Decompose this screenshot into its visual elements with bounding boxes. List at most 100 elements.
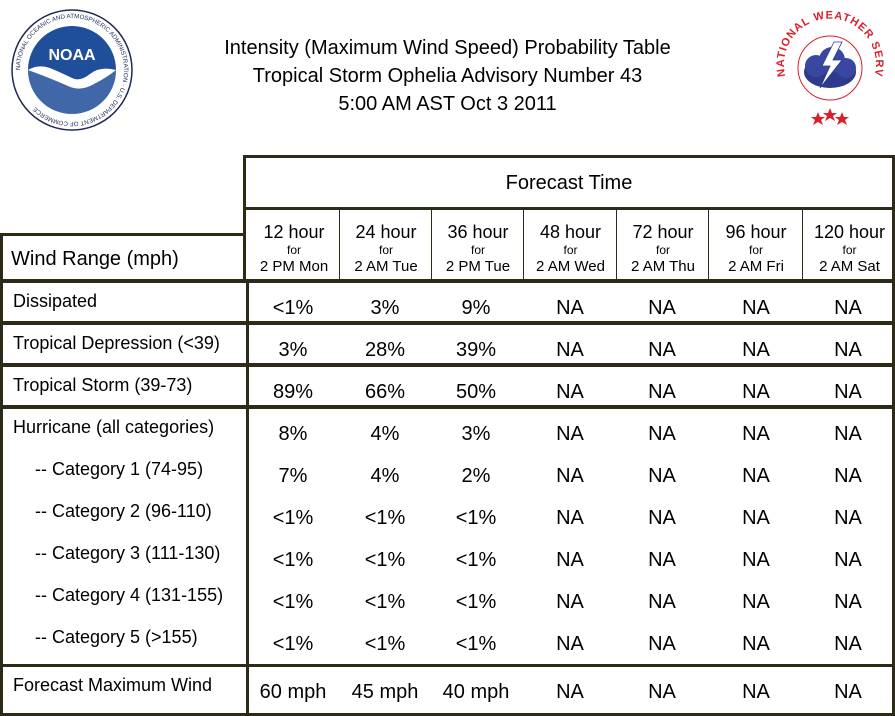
row-group-tropical-depression: Tropical Depression (<39) 3% 28% 39% NA NA NA N… bbox=[0, 322, 895, 366]
column-header-hours: 48 hour bbox=[539, 222, 602, 242]
table-cell: NA bbox=[556, 339, 584, 361]
table-cell: NA bbox=[834, 381, 862, 403]
table-cell: NA bbox=[648, 339, 676, 361]
row-label: -- Category 2 (96-110) bbox=[35, 501, 212, 521]
label-divider bbox=[246, 367, 249, 405]
table-row: Tropical Storm (39-73) 89% 66% 50% NA NA NA NA bbox=[3, 367, 892, 409]
column-header-for: for bbox=[842, 243, 857, 257]
table-cell: NA bbox=[742, 339, 770, 361]
column-header-hours: 72 hour bbox=[632, 222, 694, 242]
table-cell: NA bbox=[556, 381, 584, 403]
column-header-when: 2 AM Fri bbox=[728, 258, 784, 275]
table-cell: <1% bbox=[272, 591, 314, 613]
table-cell: NA bbox=[556, 591, 584, 613]
table-cell: 50% bbox=[455, 381, 497, 403]
table-cell: NA bbox=[742, 633, 770, 655]
column-header-for: for bbox=[655, 243, 670, 257]
row-label: Tropical Storm (39-73) bbox=[13, 375, 193, 395]
row-label: Dissipated bbox=[13, 291, 98, 311]
table-cell: NA bbox=[648, 681, 676, 703]
table-cell: NA bbox=[648, 549, 676, 571]
table-cell: NA bbox=[834, 681, 862, 703]
label-divider bbox=[246, 667, 249, 713]
table-cell: NA bbox=[742, 423, 770, 445]
table-cell: 3% bbox=[278, 339, 308, 361]
table-cell: <1% bbox=[272, 549, 314, 571]
table-row: Dissipated <1% 3% 9% NA NA NA NA bbox=[3, 283, 892, 325]
title-line-3: 5:00 AM AST Oct 3 2011 bbox=[338, 93, 557, 115]
column-header-row: 12 hour for 2 PM Mon 24 hour for 2 AM Tue 36 h… bbox=[243, 207, 895, 282]
table-cell: <1% bbox=[272, 297, 314, 319]
column-header-when: 2 AM Wed bbox=[536, 258, 605, 275]
table-cell: NA bbox=[648, 633, 676, 655]
table-cell: NA bbox=[556, 507, 584, 529]
table-cell: NA bbox=[834, 507, 862, 529]
table-row: -- Category 1 (74-95) 7% 4% 2% NA NA NA NA bbox=[3, 451, 892, 493]
row-label: -- Category 4 (131-155) bbox=[35, 585, 224, 605]
column-header-hours: 12 hour bbox=[263, 222, 325, 242]
noaa-logo: NOAA NATIONAL OCEANIC AND ATMOSPHERIC AD… bbox=[10, 8, 134, 132]
table-cell: NA bbox=[834, 633, 862, 655]
table-cell: 3% bbox=[370, 297, 400, 319]
column-header-when: 2 AM Tue bbox=[354, 258, 418, 275]
table-cell: <1% bbox=[364, 507, 406, 529]
table-row: -- Category 3 (111-130) <1% <1% <1% NA NA NA NA bbox=[3, 535, 892, 577]
table-cell: NA bbox=[648, 465, 676, 487]
row-label: Hurricane (all categories) bbox=[13, 417, 215, 437]
table-cell: NA bbox=[834, 423, 862, 445]
row-label: -- Category 1 (74-95) bbox=[35, 459, 204, 479]
row-group-hurricane: Hurricane (all categories) 8% 4% 3% NA NA NA NA… bbox=[0, 406, 895, 668]
table-cell: <1% bbox=[364, 591, 406, 613]
column-header-hours: 36 hour bbox=[447, 222, 509, 242]
label-divider bbox=[246, 325, 249, 363]
column-header: 96 hour for 2 AM Fri bbox=[708, 210, 803, 279]
page-title: Intensity (Maximum Wind Speed) Probabili… bbox=[190, 34, 705, 118]
table-cell: 60 mph bbox=[259, 681, 327, 703]
table-cell: 4% bbox=[370, 465, 400, 487]
label-divider bbox=[246, 409, 249, 665]
table-cell: <1% bbox=[455, 633, 497, 655]
table-cell: NA bbox=[742, 549, 770, 571]
column-header-for: for bbox=[563, 243, 578, 257]
table-row: -- Category 4 (131-155) <1% <1% <1% NA NA NA NA bbox=[3, 577, 892, 619]
column-header-hours: 96 hour bbox=[725, 222, 787, 242]
column-header-for: for bbox=[748, 243, 763, 257]
table-cell: NA bbox=[648, 591, 676, 613]
table-cell: NA bbox=[742, 591, 770, 613]
table-cell: <1% bbox=[272, 507, 314, 529]
column-header: 36 hour for 2 PM Tue bbox=[431, 210, 524, 279]
table-cell: 2% bbox=[461, 465, 491, 487]
table-cell: NA bbox=[742, 465, 770, 487]
table-row: Tropical Depression (<39) 3% 28% 39% NA NA NA N… bbox=[3, 325, 892, 367]
table-cell: 7% bbox=[278, 465, 308, 487]
table-cell: NA bbox=[648, 507, 676, 529]
table-cell: NA bbox=[556, 297, 584, 319]
table-cell: NA bbox=[742, 507, 770, 529]
table-cell: <1% bbox=[455, 549, 497, 571]
forecast-time-header: Forecast Time bbox=[243, 155, 895, 210]
column-header: 72 hour for 2 AM Thu bbox=[616, 210, 709, 279]
table-cell: 8% bbox=[278, 423, 308, 445]
table-cell: NA bbox=[742, 681, 770, 703]
table-cell: NA bbox=[648, 423, 676, 445]
table-cell: <1% bbox=[364, 549, 406, 571]
row-label: Tropical Depression (<39) bbox=[13, 333, 220, 353]
table-cell: NA bbox=[556, 549, 584, 571]
table-cell: <1% bbox=[272, 633, 314, 655]
row-label: -- Category 3 (111-130) bbox=[35, 543, 221, 563]
table-cell: 3% bbox=[461, 423, 491, 445]
column-header-for: for bbox=[286, 243, 301, 257]
table-cell: NA bbox=[834, 297, 862, 319]
table-cell: <1% bbox=[455, 591, 497, 613]
table-cell: NA bbox=[834, 339, 862, 361]
table-cell: 9% bbox=[461, 297, 491, 319]
row-label: Forecast Maximum Wind bbox=[13, 675, 213, 695]
row-group-dissipated: Dissipated <1% 3% 9% NA NA NA NA bbox=[0, 280, 895, 324]
title-line-1: Intensity (Maximum Wind Speed) Probabili… bbox=[224, 37, 671, 59]
row-group-tropical-storm: Tropical Storm (39-73) 89% 66% 50% NA NA NA NA bbox=[0, 364, 895, 408]
table-cell: NA bbox=[834, 591, 862, 613]
table-cell: NA bbox=[556, 633, 584, 655]
nws-logo: NATIONAL WEATHER SERVICE bbox=[768, 0, 888, 128]
table-cell: 89% bbox=[272, 381, 314, 403]
table-cell: 4% bbox=[370, 423, 400, 445]
